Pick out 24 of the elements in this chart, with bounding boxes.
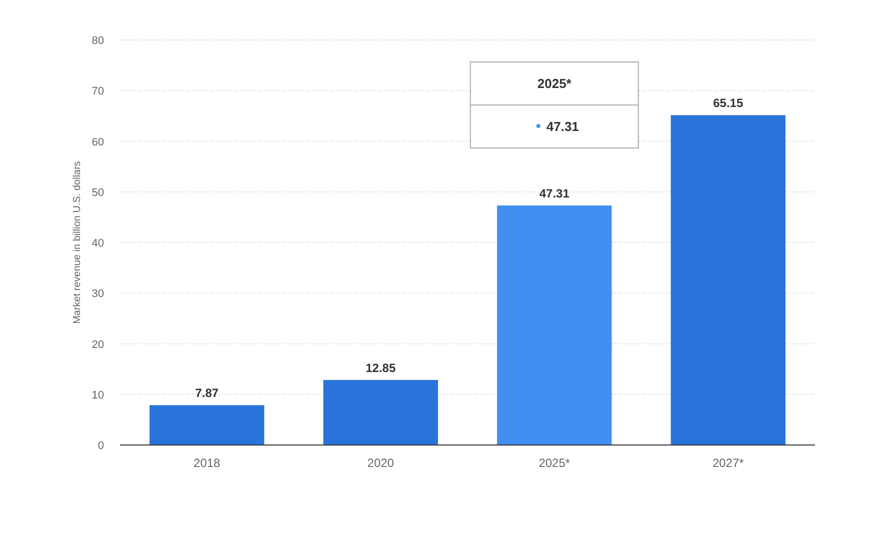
y-tick-label: 20 — [92, 338, 104, 351]
x-tick-label: 2018 — [194, 456, 221, 470]
y-tick-label: 30 — [92, 288, 104, 300]
annotation: 47.31 — [546, 119, 579, 134]
y-tick-label: 40 — [92, 238, 104, 250]
y-tick-label: 0 — [98, 440, 104, 452]
y-tick-label: 60 — [92, 136, 104, 148]
bar — [323, 380, 438, 445]
y-tick-label: 70 — [92, 86, 104, 98]
x-tick-label: 2020 — [367, 456, 394, 470]
bar — [150, 405, 264, 445]
bar — [670, 115, 786, 445]
y-tick-label: 10 — [92, 389, 104, 402]
y-tick-label: 80 — [92, 35, 104, 47]
annotation: 2025* — [537, 76, 572, 91]
y-tick-label: 50 — [92, 186, 104, 199]
data-label: 47.31 — [539, 186, 570, 200]
data-label: 7.87 — [195, 386, 219, 400]
data-label: 12.85 — [366, 360, 396, 375]
data-label: 65.15 — [713, 96, 744, 110]
bar — [497, 205, 612, 445]
x-tick-label: 2025* — [538, 456, 570, 470]
x-tick-label: 2027* — [712, 456, 744, 470]
y-axis-title: Market revenue in billion U.S. dollars — [72, 161, 83, 324]
